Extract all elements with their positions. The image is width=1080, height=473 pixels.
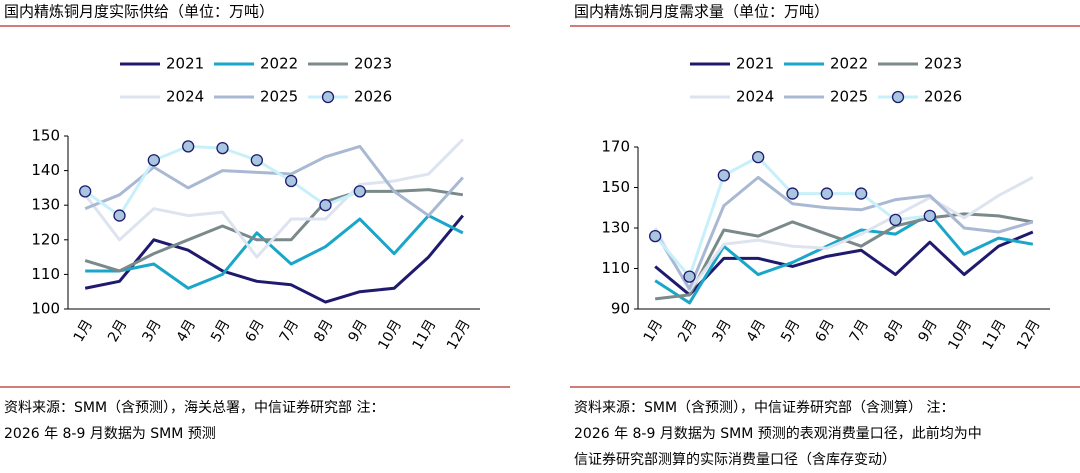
- series-line: [85, 214, 464, 290]
- data-point: [182, 140, 195, 153]
- data-point: [79, 185, 92, 198]
- source-note: 资料来源：SMM（含预测），中信证券研究部（含测算） 注：: [574, 400, 955, 416]
- x-tick-label: 8月: [881, 317, 906, 345]
- x-tick-label: 2月: [105, 317, 130, 345]
- x-tick-label: 6月: [812, 317, 837, 345]
- data-point: [319, 199, 332, 212]
- source-note: 资料来源：SMM（含预测），海关总署，中信证券研究部 注：: [4, 400, 385, 416]
- x-tick-label: 7月: [277, 317, 302, 345]
- y-tick-label: 170: [601, 138, 630, 156]
- legend-marker: [891, 90, 905, 104]
- x-tick-label: 10月: [375, 317, 405, 353]
- x-tick-label: 12月: [1014, 317, 1044, 353]
- x-tick-label: 8月: [311, 317, 336, 345]
- legend-label: 2025: [830, 88, 868, 106]
- data-point: [250, 154, 263, 167]
- data-point: [216, 141, 229, 155]
- x-tick-label: 5月: [208, 317, 233, 345]
- data-point: [752, 150, 765, 164]
- y-tick-label: 140: [31, 161, 60, 179]
- legend-label: 2024: [166, 88, 204, 106]
- y-tick-label: 110: [31, 265, 60, 283]
- data-point: [649, 229, 662, 243]
- data-point: [717, 169, 730, 182]
- x-tick-label: 11月: [410, 317, 440, 353]
- legend-label: 2023: [354, 55, 392, 73]
- source-note: 2026 年 8-9 月数据为 SMM 预测: [4, 426, 216, 442]
- chart-title: 国内精炼铜月度实际供给（单位：万吨）: [4, 3, 274, 21]
- x-tick-label: 3月: [709, 317, 734, 345]
- series-line: [653, 176, 1034, 293]
- series-line: [84, 144, 361, 218]
- legend-label: 2024: [736, 88, 774, 106]
- legend-marker: [321, 90, 335, 104]
- legend-label: 2021: [166, 55, 204, 73]
- x-tick-label: 12月: [444, 317, 474, 353]
- legend-label: 2021: [736, 55, 774, 73]
- y-tick-label: 110: [601, 259, 630, 277]
- chart-title: 国内精炼铜月度需求量（单位：万吨）: [574, 3, 829, 21]
- x-tick-label: 2月: [675, 317, 700, 345]
- y-tick-label: 100: [31, 300, 60, 318]
- data-point: [113, 209, 126, 222]
- x-tick-label: 6月: [242, 317, 267, 345]
- series-line: [653, 175, 1034, 291]
- y-tick-label: 150: [601, 178, 630, 196]
- data-point: [683, 270, 696, 283]
- series-line: [654, 230, 1034, 297]
- x-tick-label: 4月: [744, 317, 769, 345]
- series-line: [84, 214, 464, 304]
- x-tick-label: 1月: [71, 317, 96, 345]
- y-tick-label: 130: [601, 219, 630, 237]
- source-note: 2026 年 8-9 月数据为 SMM 预测的表观消费量口径，此前均为中: [574, 425, 982, 442]
- x-tick-label: 9月: [345, 317, 370, 345]
- data-point: [353, 185, 366, 198]
- x-tick-label: 7月: [847, 317, 872, 345]
- data-point: [820, 187, 833, 200]
- data-point: [285, 174, 298, 188]
- y-tick-label: 130: [31, 196, 60, 214]
- series-line: [84, 188, 464, 273]
- series-line: [654, 212, 1034, 301]
- legend-label: 2025: [260, 88, 298, 106]
- data-point: [923, 209, 936, 223]
- data-point: [855, 187, 868, 200]
- legend-label: 2026: [354, 88, 392, 106]
- legend-label: 2022: [260, 55, 298, 73]
- legend-label: 2023: [924, 55, 962, 73]
- y-tick-label: 150: [31, 127, 60, 145]
- x-tick-label: 4月: [174, 317, 199, 345]
- data-point: [147, 154, 160, 167]
- x-tick-label: 9月: [915, 317, 940, 345]
- source-note: 信证券研究部测算的实际消费量口径（含库存变动）: [574, 452, 896, 468]
- x-tick-label: 1月: [641, 317, 666, 345]
- x-tick-label: 11月: [980, 317, 1010, 353]
- x-tick-label: 5月: [778, 317, 803, 345]
- x-tick-label: 3月: [139, 317, 164, 345]
- series-line: [654, 212, 1034, 305]
- series-line: [83, 138, 464, 259]
- legend-label: 2022: [830, 55, 868, 73]
- data-point: [889, 213, 902, 227]
- data-point: [786, 187, 799, 200]
- x-tick-label: 10月: [945, 317, 975, 353]
- legend-label: 2026: [924, 88, 962, 106]
- series-line: [654, 155, 931, 279]
- y-tick-label: 120: [31, 230, 60, 248]
- y-tick-label: 90: [611, 300, 630, 318]
